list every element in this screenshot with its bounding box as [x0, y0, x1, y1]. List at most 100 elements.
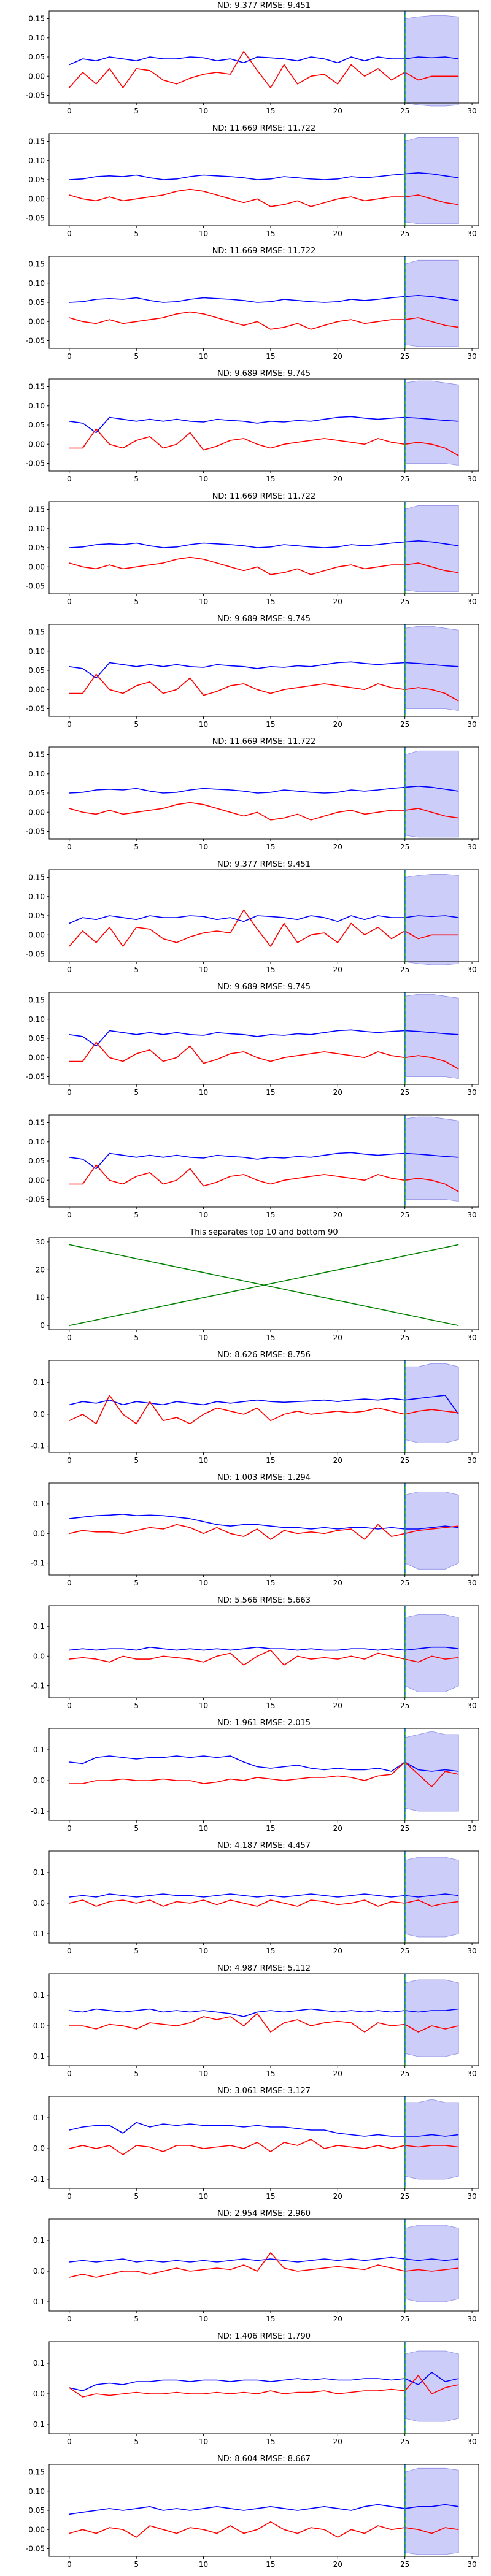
x-tick-label: 0: [67, 229, 72, 238]
x-tick-label: 25: [400, 1579, 409, 1587]
chart-title: This separates top 10 and bottom 90: [189, 1228, 338, 1237]
subplot-15: ND: 1.961 RMSE: 2.015 0 5 10 15 20 25 30 -0.1 0.0…: [31, 1719, 479, 1833]
x-tick-label: 30: [467, 1088, 476, 1097]
x-tick-label: 20: [333, 720, 342, 729]
x-tick-label: 0: [67, 1088, 72, 1097]
series-line-1: [69, 661, 459, 679]
y-tick-label: 0.10: [28, 647, 45, 656]
series-line-1: [69, 786, 459, 794]
x-tick-label: 5: [134, 2437, 139, 2446]
x-tick-label: 15: [266, 352, 275, 361]
x-tick-label: 30: [467, 475, 476, 483]
y-tick-label: 0.15: [28, 751, 45, 759]
x-tick-label: 20: [333, 2192, 342, 2201]
y-tick-label: -0.05: [26, 827, 45, 836]
y-tick-label: -0.05: [26, 705, 45, 713]
y-tick-label: 0.1: [33, 2359, 45, 2367]
y-tick-label: 0: [40, 1321, 45, 1330]
confidence-band: [404, 750, 459, 838]
y-tick-label: 0.10: [28, 524, 45, 533]
series-line-1: [69, 1893, 459, 1898]
subplot-8: ND: 9.377 RMSE: 9.451 0 5 10 15 20 25 30 -0.05 0.…: [26, 860, 479, 974]
x-tick-label: 25: [400, 1701, 409, 1710]
chart-title: ND: 9.377 RMSE: 9.451: [217, 860, 311, 869]
confidence-band: [404, 994, 459, 1079]
x-tick-label: 5: [134, 229, 139, 238]
confidence-band: [404, 1614, 459, 1692]
y-tick-label: 0.1: [33, 2236, 45, 2245]
chart-title: ND: 1.961 RMSE: 2.015: [217, 1719, 311, 1728]
y-tick-label: -0.05: [26, 214, 45, 223]
series-line-2: [69, 1761, 459, 1787]
x-tick-label: 0: [67, 1333, 72, 1342]
series-line-1: [69, 294, 459, 303]
y-tick-label: 0.15: [28, 2468, 45, 2477]
series-line-1: [69, 2372, 459, 2391]
y-tick-label: 0.05: [28, 2506, 45, 2515]
y-tick-label: 0.15: [28, 505, 45, 514]
axes-frame: [48, 1973, 479, 2066]
series-line-2: [69, 1524, 459, 1540]
x-tick-label: 10: [199, 1088, 208, 1097]
x-tick-label: 30: [467, 352, 476, 361]
x-tick-label: 20: [333, 352, 342, 361]
x-tick-label: 20: [333, 1824, 342, 1833]
y-tick-label: 0.05: [28, 911, 45, 920]
y-tick-label: 0.05: [28, 421, 45, 429]
y-tick-label: 0.0: [33, 2390, 45, 2398]
axes-frame: [48, 1360, 479, 1453]
x-tick-label: 15: [266, 475, 275, 483]
y-tick-label: 0.00: [28, 1053, 45, 1062]
y-tick-label: 0.0: [33, 1529, 45, 1538]
x-tick-label: 15: [266, 965, 275, 974]
x-tick-label: 15: [266, 1088, 275, 1097]
subplot-21: ND: 8.604 RMSE: 8.667 0 5 10 15 20 25 30 -0.05 0.…: [26, 2455, 479, 2569]
x-tick-label: 20: [333, 2069, 342, 2078]
x-tick-label: 20: [333, 843, 342, 851]
x-tick-label: 25: [400, 2192, 409, 2201]
x-tick-label: 20: [333, 1088, 342, 1097]
x-tick-label: 30: [467, 107, 476, 115]
subplot-4: ND: 9.689 RMSE: 9.745 0 5 10 15 20 25 30 -0.05 0.…: [26, 369, 479, 483]
x-tick-label: 5: [134, 2560, 139, 2569]
x-tick-label: 15: [266, 2069, 275, 2078]
x-tick-label: 30: [467, 2069, 476, 2078]
series-line-2: [69, 673, 459, 702]
y-tick-label: 0.0: [33, 2144, 45, 2153]
axes-frame: [48, 2096, 479, 2189]
x-tick-label: 15: [266, 1333, 275, 1342]
series-line-2: [69, 802, 459, 821]
x-tick-label: 25: [400, 1824, 409, 1833]
x-tick-label: 15: [266, 1456, 275, 1465]
x-tick-label: 5: [134, 720, 139, 729]
chart-title: ND: 9.689 RMSE: 9.745: [217, 369, 311, 378]
axes-frame: [48, 2341, 479, 2434]
y-tick-label: 0.05: [28, 1157, 45, 1165]
y-tick-label: -0.05: [26, 2545, 45, 2553]
y-tick-label: -0.1: [31, 2175, 45, 2183]
x-tick-label: 10: [199, 2315, 208, 2323]
x-tick-label: 10: [199, 2069, 208, 2078]
confidence-band: [404, 874, 459, 965]
subplot-14: ND: 5.566 RMSE: 5.663 0 5 10 15 20 25 30 -0.1 0.0…: [31, 1596, 479, 1710]
series-line-1: [69, 416, 459, 434]
subplot-6: ND: 9.689 RMSE: 9.745 0 5 10 15 20 25 30 -0.05 0.…: [26, 615, 479, 729]
x-tick-label: 10: [199, 965, 208, 974]
x-tick-label: 15: [266, 1211, 275, 1219]
x-tick-label: 15: [266, 720, 275, 729]
x-tick-label: 0: [67, 2192, 72, 2201]
y-tick-label: 0.10: [28, 279, 45, 288]
x-tick-label: 30: [467, 720, 476, 729]
x-tick-label: 20: [333, 1947, 342, 1955]
x-tick-label: 10: [199, 352, 208, 361]
x-tick-label: 5: [134, 352, 139, 361]
x-tick-label: 5: [134, 1824, 139, 1833]
subplot-18: ND: 3.061 RMSE: 3.127 0 5 10 15 20 25 30 -0.1 0.0…: [31, 2087, 479, 2201]
series-line-1: [69, 915, 459, 924]
series-line-1: [69, 1395, 459, 1415]
series-line-1: [69, 540, 459, 548]
x-tick-label: 20: [333, 1456, 342, 1465]
x-tick-label: 30: [467, 597, 476, 606]
subplot-3: ND: 11.669 RMSE: 11.722 0 5 10 15 20 25 30 -0.05…: [26, 247, 479, 361]
x-tick-label: 15: [266, 2192, 275, 2201]
